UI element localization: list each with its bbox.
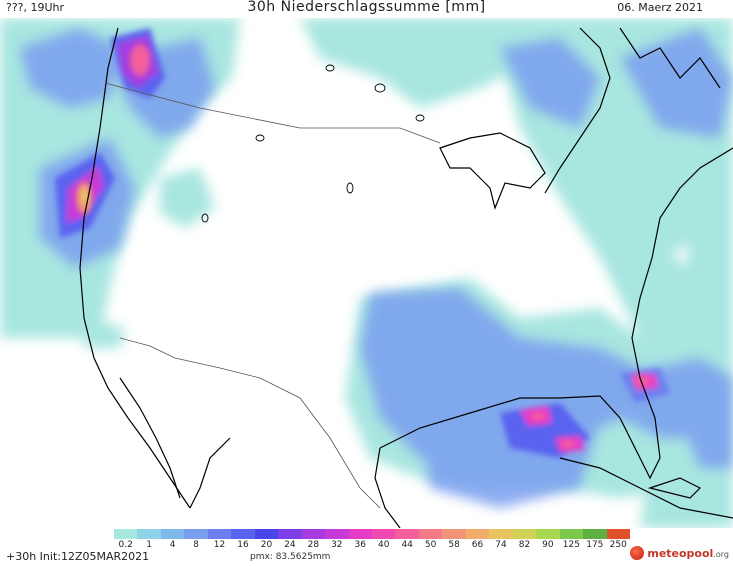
map-canvas (0, 18, 733, 528)
legend-tick-label: 66 (471, 540, 484, 550)
legend-tick-label: 50 (424, 540, 437, 550)
legend-swatch (301, 529, 326, 539)
legend-tick-label: 90 (542, 540, 554, 550)
forecast-time-label: ???, 19Uhr (6, 1, 65, 14)
legend-swatch (278, 529, 302, 539)
legend-swatch (160, 529, 185, 539)
legend-swatch (606, 529, 630, 539)
legend-tick-label: 16 (237, 540, 249, 550)
init-time-label: +30h Init:12Z05MAR2021 (6, 550, 150, 563)
color-scale-ticks: 0.2 1 4 8 12 16 20 24 28 32 36 40 44 50 58 66 74 82 90 125 1… (114, 540, 630, 552)
legend-tick-label: 24 (284, 540, 296, 550)
legend-swatch (512, 529, 537, 539)
legend-swatch (442, 529, 466, 539)
legend-swatch (137, 529, 161, 539)
legend-swatch (325, 529, 349, 539)
legend-tick-label: 12 (213, 540, 226, 550)
legend-swatch (418, 529, 443, 539)
legend-swatch (395, 529, 419, 539)
legend-tick-label: 40 (377, 540, 390, 550)
legend-swatch (559, 529, 584, 539)
color-scale-bar (114, 529, 630, 539)
logo-text: meteopool.org (647, 546, 729, 560)
legend-tick-label: 58 (448, 540, 460, 550)
map-title: 30h Niederschlagssumme [mm] (247, 0, 486, 15)
legend-swatch (114, 529, 138, 539)
borders (104, 82, 441, 509)
legend-tick-label: 1 (146, 540, 153, 550)
legend-swatch (536, 529, 560, 539)
legend-tick-label: 82 (518, 540, 531, 550)
legend-swatch (465, 529, 490, 539)
legend-tick-label: 125 (562, 540, 580, 550)
legend-swatch (371, 529, 396, 539)
precip-peak-layer (76, 44, 650, 448)
legend-tick-label: 4 (169, 540, 176, 550)
legend-tick-label: 36 (354, 540, 366, 550)
coastlines (79, 27, 733, 528)
legend-swatch (254, 529, 279, 539)
legend-swatch (184, 529, 208, 539)
legend-swatch (348, 529, 372, 539)
legend-tick-label: 175 (586, 540, 604, 550)
legend-tick-label: 250 (609, 540, 627, 550)
legend-tick-label: 8 (193, 540, 199, 550)
precipitation-map (0, 18, 733, 528)
forecast-date: 06. Maerz 2021 (617, 1, 703, 14)
legend-swatch (231, 529, 255, 539)
meteopool-logo[interactable]: meteopool.org (630, 546, 729, 560)
legend-tick-label: 20 (260, 540, 273, 550)
max-precip-label: pmx: 83.5625mm (250, 552, 331, 562)
legend-tick-label: 0.2 (118, 540, 133, 550)
legend-swatch (489, 529, 513, 539)
meteopool-logo-icon (630, 546, 645, 560)
header: ???, 19Uhr 30h Niederschlagssumme [mm] 0… (0, 0, 733, 18)
legend-swatch (583, 529, 607, 539)
legend-tick-label: 32 (331, 540, 343, 550)
legend-tick-label: 28 (307, 540, 320, 550)
legend-tick-label: 74 (495, 540, 507, 550)
legend-swatch (207, 529, 232, 539)
legend-tick-label: 44 (401, 540, 413, 550)
lakes (201, 64, 425, 223)
